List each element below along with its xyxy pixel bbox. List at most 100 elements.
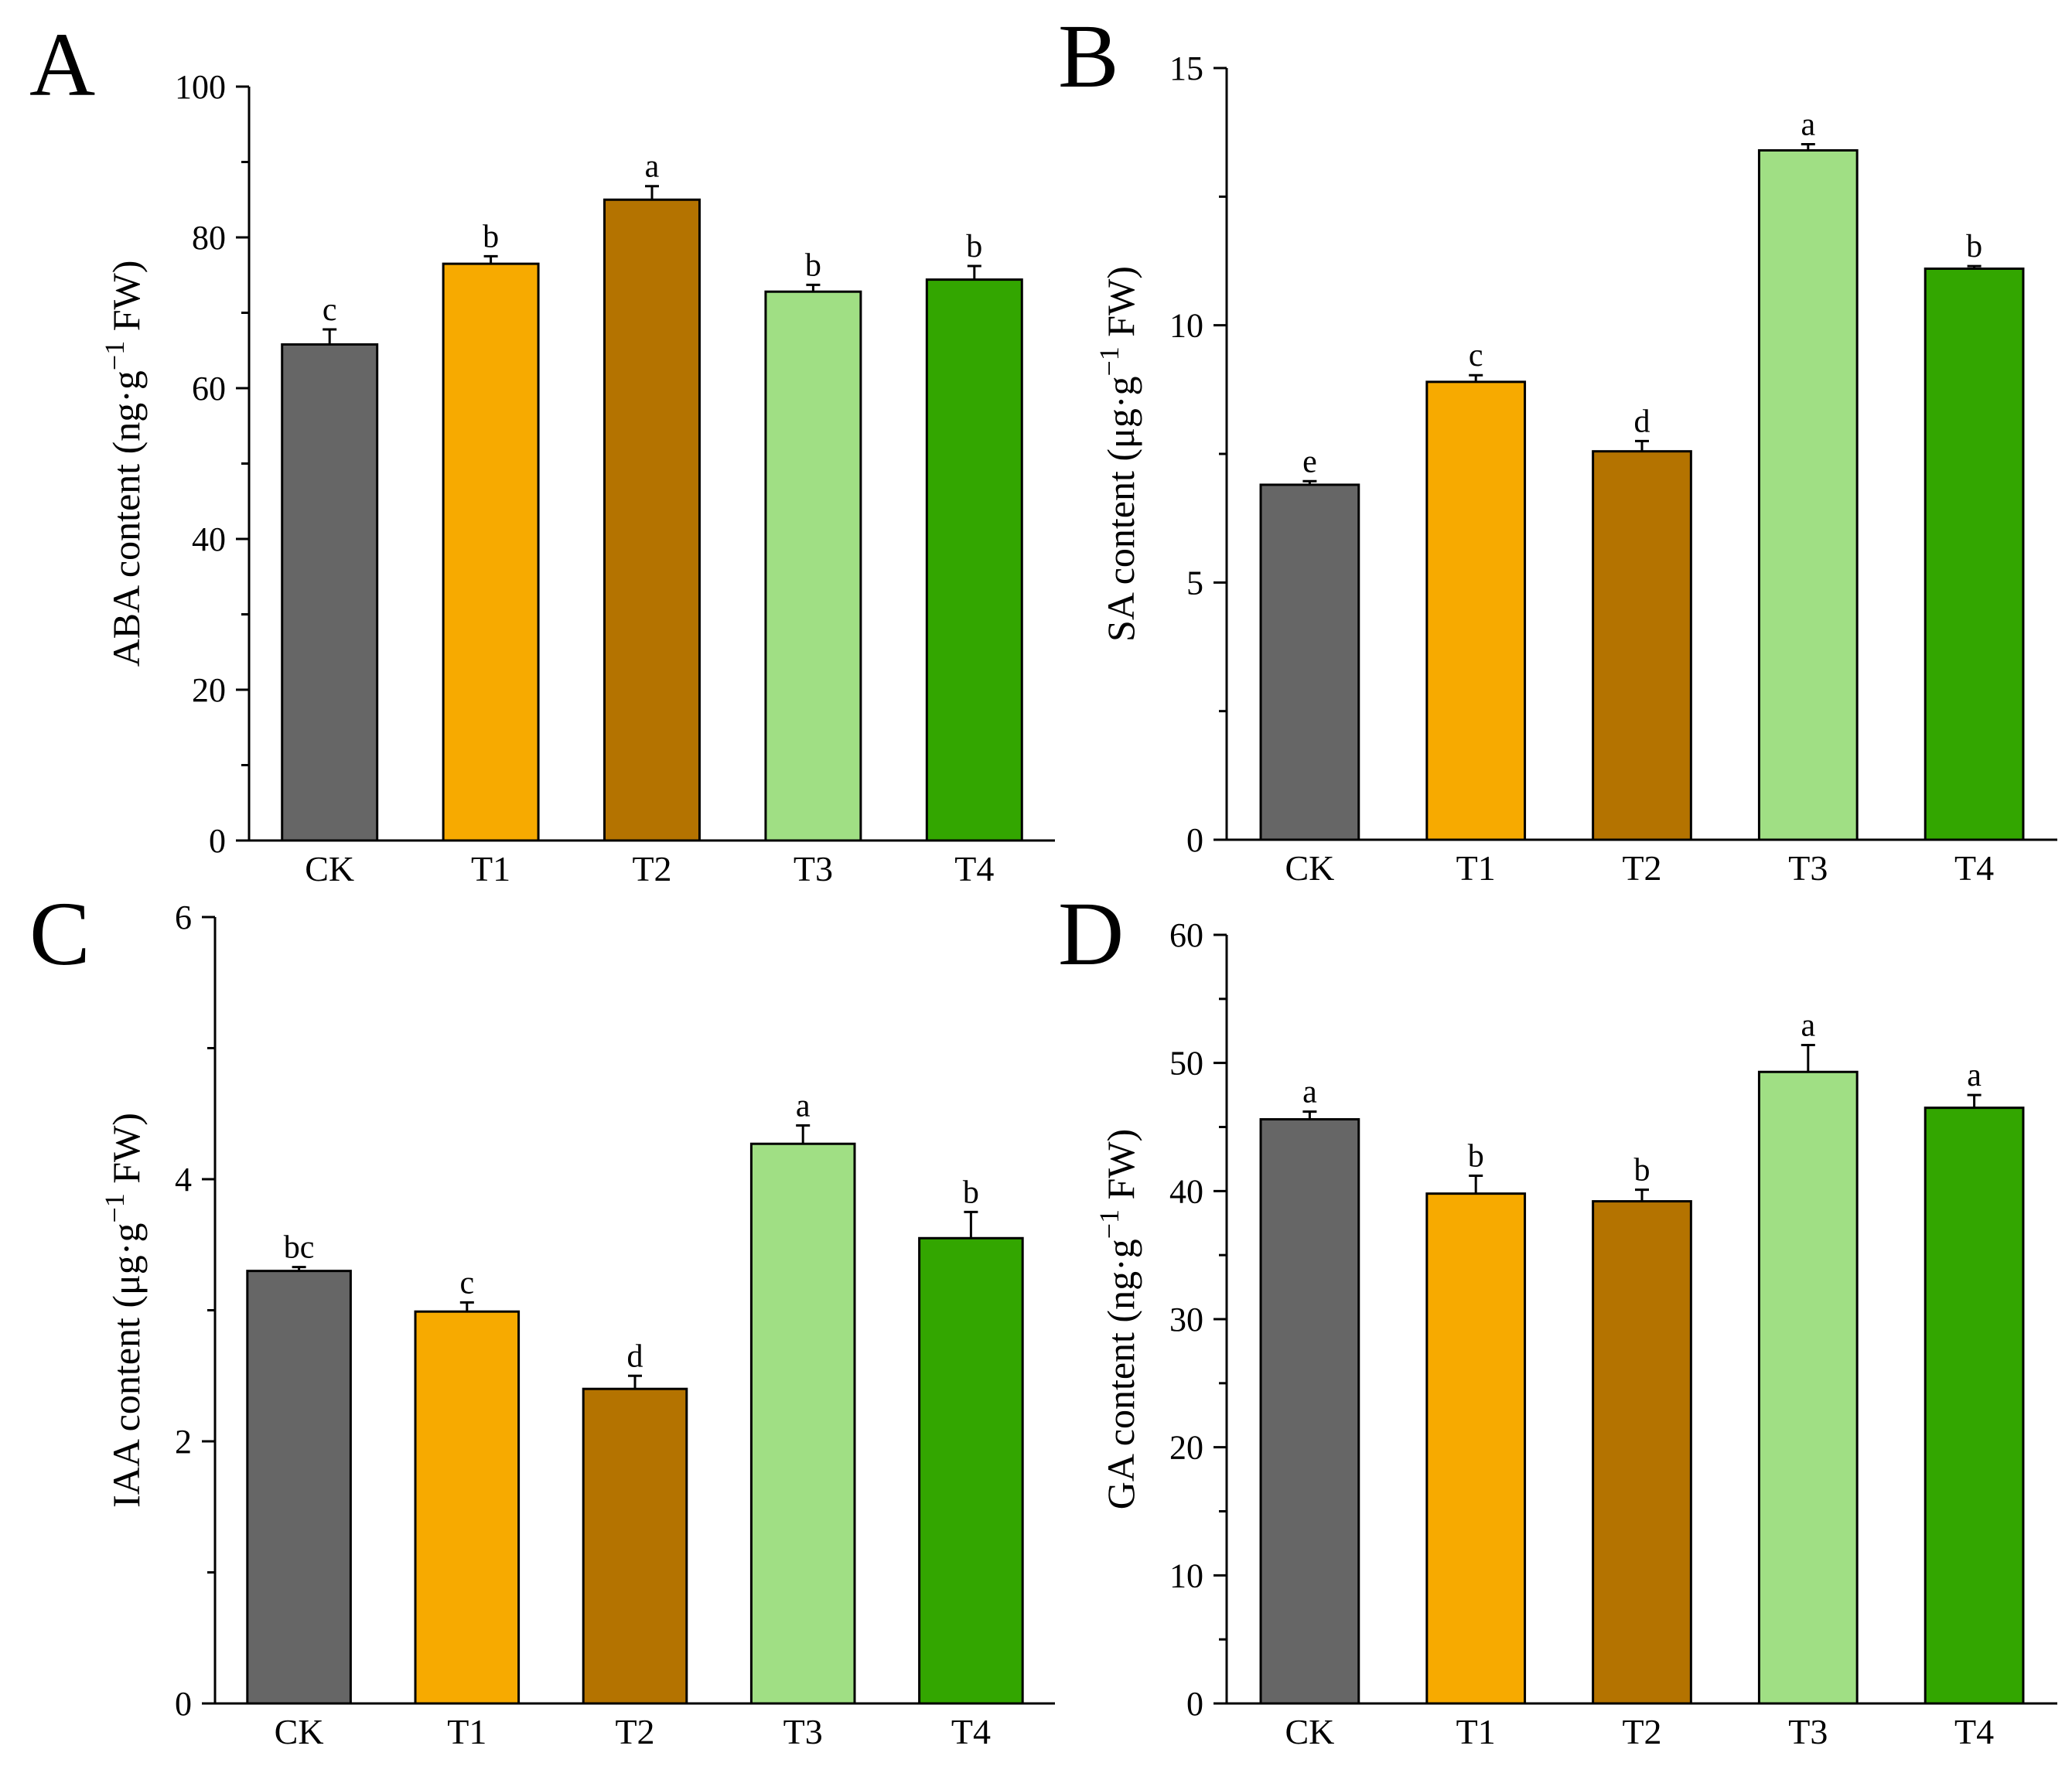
bar-t2 (1592, 450, 1692, 841)
y-tick-label: 0 (175, 1685, 192, 1723)
y-tick-label: 10 (1169, 1557, 1203, 1594)
y-axis-title-suffix: FW) (104, 261, 148, 341)
significance-label-ck: bc (284, 1230, 315, 1266)
bar-ck (1259, 483, 1360, 841)
significance-label-t4: b (963, 1175, 979, 1210)
y-tick-label: 0 (1186, 1685, 1203, 1723)
significance-label-t3: a (1801, 107, 1815, 142)
y-axis-title-superscript: −1 (99, 1193, 130, 1222)
panel-c-iaa-chart: C 0 2 4 6 bc CK c T1 d T2 a T3 b T4 IAA content (μg·g−… (29, 883, 1055, 1751)
bar-ck (246, 1270, 352, 1705)
significance-label-t2: b (1634, 1153, 1650, 1188)
x-tick-label-ck: CK (1285, 848, 1334, 888)
y-axis-title: GA content (ng·g−1 FW) (1094, 1129, 1142, 1509)
significance-label-t2: a (645, 149, 660, 185)
y-tick-label: 4 (175, 1161, 192, 1199)
y-axis-title: IAA content (μg·g−1 FW) (99, 1113, 148, 1508)
x-tick-label-t4: T4 (954, 849, 994, 888)
y-tick-label: 20 (192, 671, 226, 709)
y-axis-title-superscript: −1 (1094, 1209, 1125, 1239)
bar-t4 (918, 1236, 1024, 1705)
x-tick-label-t3: T3 (783, 1712, 823, 1751)
bar-t4 (1924, 1107, 2025, 1705)
x-tick-label-t2: T2 (1622, 848, 1661, 888)
y-tick-label: 10 (1169, 307, 1203, 345)
y-tick-label: 5 (1186, 564, 1203, 602)
panel-b-sa-chart: B 0 5 10 15 e CK c T1 d T2 a T3 b T4 SA content (μg·g−… (1058, 5, 2057, 888)
x-tick-label-t2: T2 (632, 849, 671, 888)
bar-t2 (1592, 1200, 1692, 1705)
significance-label-t1: c (1469, 338, 1483, 373)
y-axis-title-suffix: FW) (104, 1113, 148, 1193)
bar-t1 (1425, 1192, 1527, 1705)
bar-t2 (582, 1387, 688, 1705)
y-tick-label: 2 (175, 1423, 192, 1461)
bar-ck (1259, 1118, 1360, 1705)
bar-t2 (603, 198, 701, 842)
panel-letter-c: C (29, 883, 90, 984)
bar-t3 (749, 1142, 856, 1705)
y-tick-label: 30 (1169, 1301, 1203, 1338)
significance-label-t3: a (1801, 1008, 1815, 1043)
y-axis-title: ABA content (ng·g−1 FW) (99, 261, 148, 667)
y-tick-label: 0 (209, 822, 226, 860)
x-tick-label-ck: CK (275, 1712, 324, 1751)
panel-letter-b: B (1058, 5, 1119, 107)
significance-label-t4: b (1966, 229, 1982, 264)
significance-label-t1: b (483, 219, 499, 254)
x-tick-label-ck: CK (305, 849, 354, 888)
significance-label-ck: a (1302, 1075, 1317, 1110)
significance-label-t1: b (1468, 1138, 1484, 1174)
x-tick-label-ck: CK (1285, 1712, 1334, 1751)
x-tick-label-t1: T1 (471, 849, 510, 888)
y-tick-label: 6 (175, 899, 192, 936)
x-tick-label-t4: T4 (951, 1712, 991, 1751)
bar-t3 (1757, 1070, 1859, 1705)
bar-t1 (1425, 380, 1527, 841)
x-tick-label-t1: T1 (1456, 1712, 1496, 1751)
y-tick-label: 40 (192, 520, 226, 558)
panel-letter-a: A (29, 14, 95, 115)
y-axis-title-suffix: FW) (1099, 266, 1142, 346)
y-tick-label: 40 (1169, 1172, 1203, 1210)
bar-t4 (1924, 267, 2025, 841)
x-tick-label-t2: T2 (1622, 1712, 1661, 1751)
y-tick-label: 15 (1169, 49, 1203, 87)
x-tick-label-t1: T1 (447, 1712, 486, 1751)
significance-label-ck: e (1302, 444, 1317, 479)
significance-label-t4: b (966, 229, 982, 264)
x-tick-label-t3: T3 (1788, 848, 1828, 888)
y-tick-label: 100 (175, 68, 226, 106)
bar-t3 (764, 290, 862, 842)
y-axis-title-suffix: FW) (1099, 1129, 1142, 1209)
y-tick-label: 60 (192, 370, 226, 407)
panel-d-ga-chart: D 0 10 20 30 40 50 60 a CK b T1 b T2 a T3 a T4 GA content… (1058, 883, 2057, 1751)
x-tick-label-t3: T3 (1788, 1712, 1828, 1751)
significance-label-t2: d (627, 1338, 643, 1374)
y-tick-label: 0 (1186, 821, 1203, 859)
y-axis-title-superscript: −1 (99, 341, 130, 370)
panel-letter-d: D (1058, 883, 1124, 984)
y-tick-label: 80 (192, 219, 226, 257)
y-axis-title: SA content (μg·g−1 FW) (1094, 266, 1142, 642)
y-tick-label: 50 (1169, 1045, 1203, 1083)
x-tick-label-t4: T4 (1954, 848, 1994, 888)
y-axis-title-superscript: −1 (1094, 346, 1125, 376)
significance-label-t3: a (796, 1089, 811, 1124)
significance-label-t1: c (459, 1265, 474, 1301)
significance-label-t4: a (1967, 1058, 1982, 1093)
x-tick-label-t1: T1 (1456, 848, 1496, 888)
bar-t4 (925, 278, 1023, 842)
y-tick-label: 20 (1169, 1429, 1203, 1467)
x-tick-label-t2: T2 (615, 1712, 654, 1751)
panel-a-aba-chart: A 0 20 40 60 80 100 c CK b T1 a T2 b T3 b T4 ABA content… (29, 14, 1055, 888)
bar-ck (281, 343, 379, 842)
significance-label-t2: d (1634, 404, 1650, 439)
bar-t1 (442, 262, 540, 842)
significance-label-t3: b (805, 247, 821, 283)
y-tick-label: 60 (1169, 916, 1203, 954)
significance-label-ck: c (323, 292, 337, 328)
x-tick-label-t3: T3 (794, 849, 833, 888)
bar-t3 (1757, 148, 1859, 841)
